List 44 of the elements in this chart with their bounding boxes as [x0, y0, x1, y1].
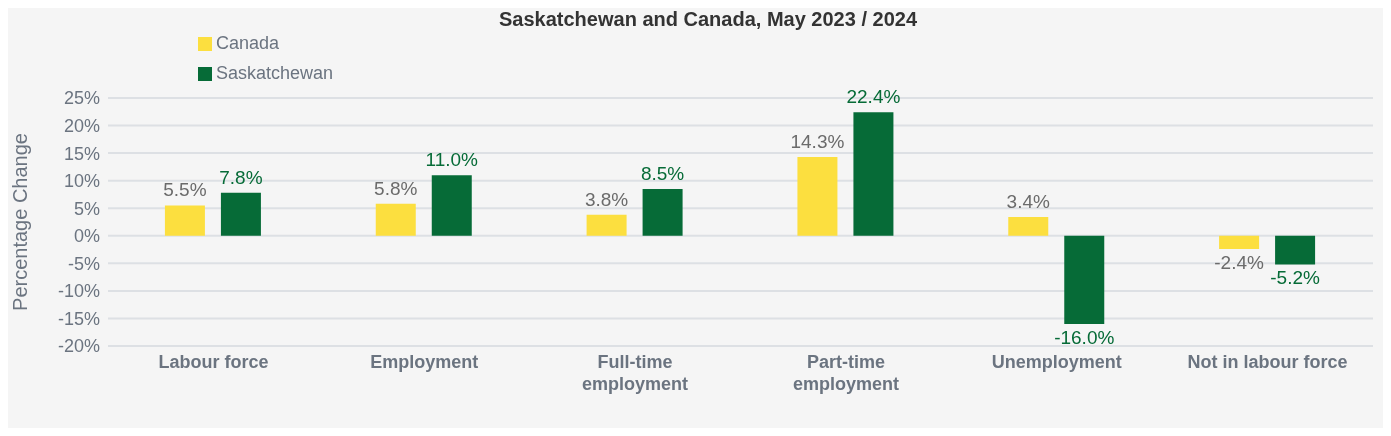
- data-label: 11.0%: [425, 149, 479, 171]
- x-tick-label: Unemployment: [991, 352, 1122, 372]
- bar: [1008, 217, 1049, 236]
- y-tick-label: 5%: [73, 198, 100, 219]
- data-label: -2.4%: [1214, 252, 1265, 273]
- x-tick-label: Labour force: [158, 352, 269, 372]
- data-label: 14.3%: [790, 130, 845, 152]
- y-tick-label: 25%: [63, 88, 100, 109]
- x-tick-label: Employment: [370, 352, 479, 372]
- y-tick-label: 10%: [63, 171, 100, 192]
- y-axis-title: Percentage Change: [9, 133, 32, 311]
- x-tick-label: Part-time employment: [792, 352, 899, 394]
- bar: [797, 156, 838, 236]
- bar: [375, 203, 416, 236]
- bar: [220, 192, 261, 236]
- bar: [431, 175, 472, 236]
- y-tick-label: -5%: [67, 253, 100, 274]
- bar: [164, 205, 205, 236]
- y-tick-label: 15%: [63, 143, 100, 164]
- bar: [1064, 235, 1105, 324]
- legend-label: Canada: [216, 33, 280, 53]
- bar: [1219, 235, 1260, 249]
- y-tick-label: 20%: [63, 115, 100, 136]
- y-tick-label: 0%: [73, 226, 100, 247]
- y-tick-label: -15%: [57, 308, 100, 329]
- data-label: -16.0%: [1054, 326, 1115, 348]
- data-label: 22.4%: [846, 86, 901, 108]
- y-tick-label: -10%: [57, 281, 100, 302]
- data-label: 8.5%: [640, 162, 685, 184]
- data-label: 3.8%: [584, 188, 629, 210]
- x-tick-label: Full-time employment: [582, 352, 689, 394]
- bar: [586, 214, 627, 236]
- chart-title: Saskatchewan and Canada, May 2023 / 2024: [499, 8, 918, 30]
- bar: [642, 188, 683, 236]
- data-label: 3.4%: [1006, 191, 1051, 213]
- bar: [853, 112, 894, 236]
- data-label: 5.8%: [374, 177, 418, 199]
- data-label: 5.5%: [163, 179, 207, 201]
- data-label: -5.2%: [1270, 267, 1321, 289]
- bar: [1275, 235, 1316, 265]
- data-label: 7.8%: [219, 166, 263, 188]
- y-tick-label: -20%: [57, 336, 100, 357]
- legend-label: Saskatchewan: [216, 63, 334, 83]
- x-tick-label: Not in labour force: [1187, 352, 1348, 372]
